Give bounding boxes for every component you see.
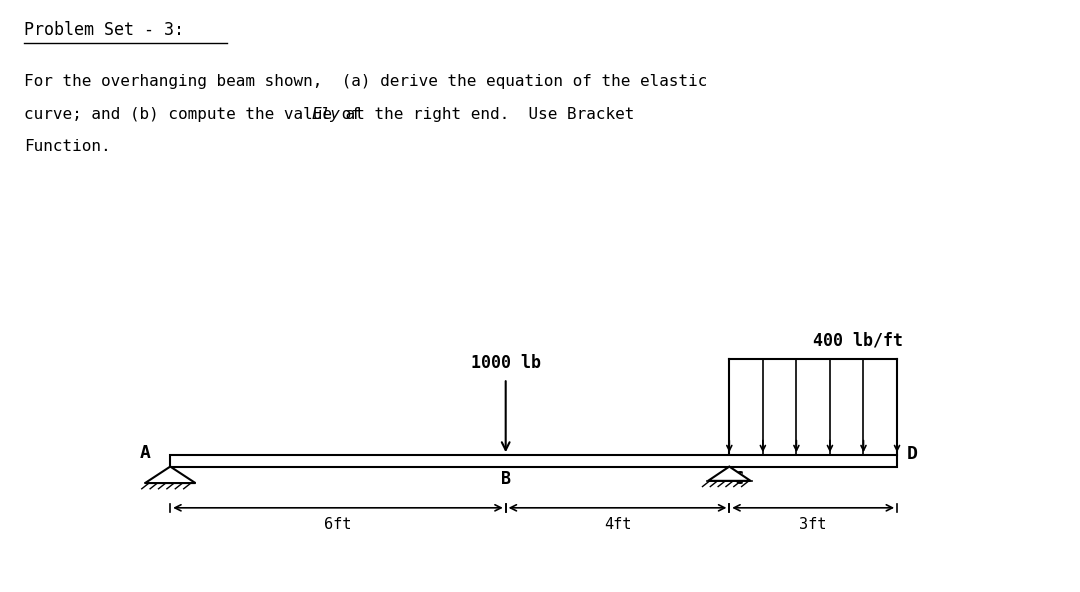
Text: A: A	[139, 443, 151, 462]
Text: Ely: Ely	[312, 107, 340, 121]
Polygon shape	[145, 466, 195, 483]
Text: curve; and (b) compute the value of: curve; and (b) compute the value of	[24, 107, 370, 121]
Text: Problem Set - 3:: Problem Set - 3:	[24, 21, 184, 38]
Text: 400 lb/ft: 400 lb/ft	[813, 332, 903, 350]
Text: D: D	[907, 445, 918, 462]
Polygon shape	[171, 455, 897, 466]
Text: Function.: Function.	[24, 139, 110, 154]
Polygon shape	[708, 466, 751, 481]
Text: C: C	[733, 469, 744, 488]
Text: 1000 lb: 1000 lb	[471, 354, 541, 372]
Text: B: B	[501, 469, 511, 488]
Text: For the overhanging beam shown,  (a) derive the equation of the elastic: For the overhanging beam shown, (a) deri…	[24, 74, 707, 89]
Text: 6ft: 6ft	[324, 517, 352, 532]
Text: 3ft: 3ft	[799, 517, 827, 532]
Text: 4ft: 4ft	[604, 517, 631, 532]
Text: at the right end.  Use Bracket: at the right end. Use Bracket	[336, 107, 634, 121]
